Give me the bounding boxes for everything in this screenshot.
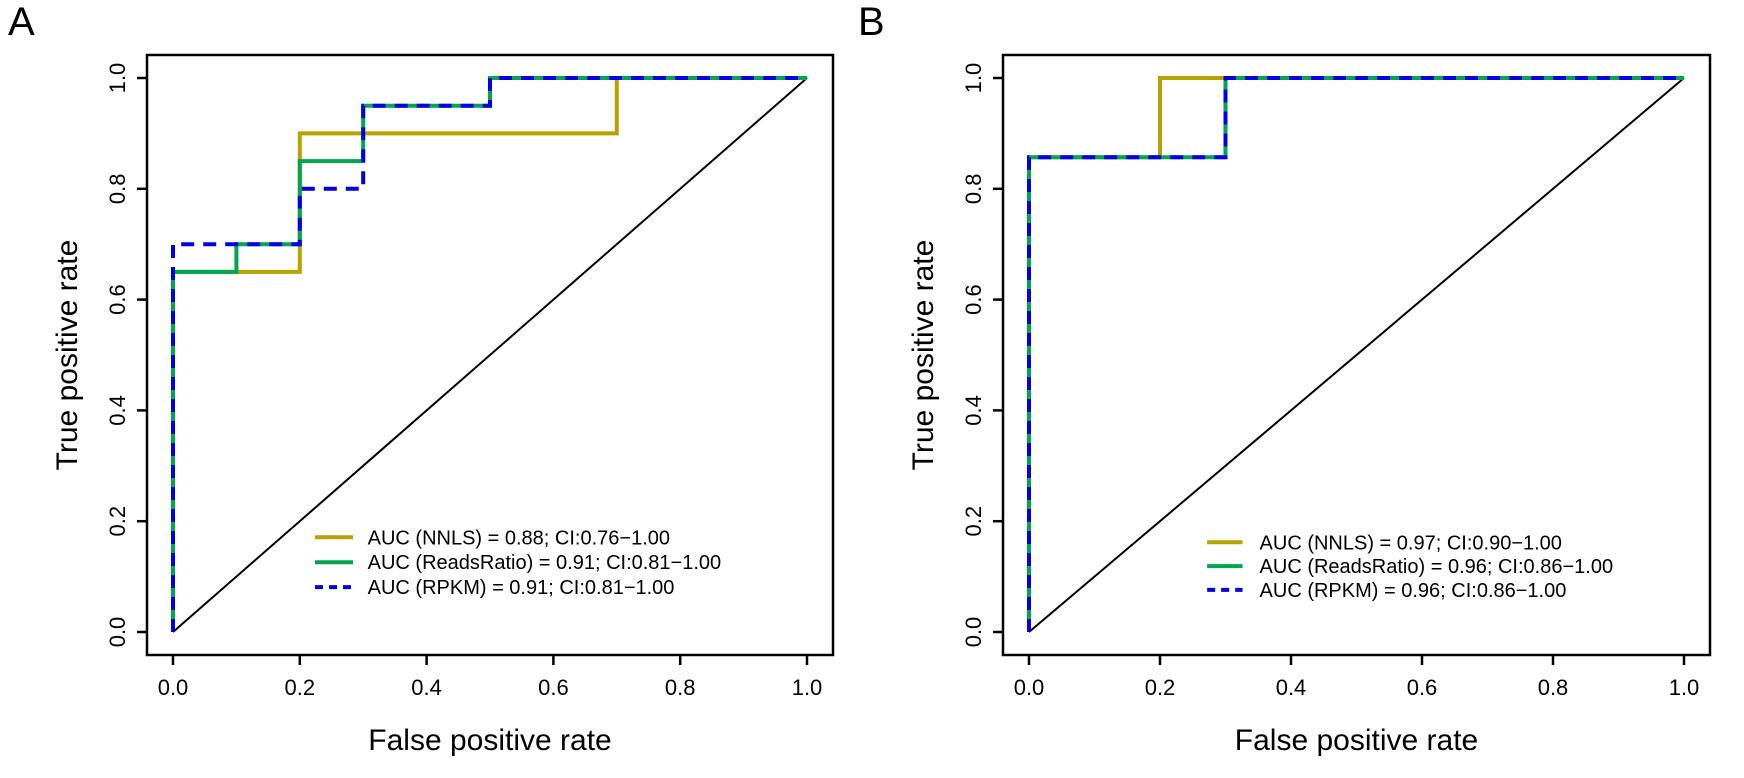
x-axis-tick-label: 0.6: [538, 675, 569, 700]
y-axis-tick-label: 0.2: [961, 506, 986, 537]
roc-curve-rpkm: [1027, 76, 1684, 632]
x-axis-tick-label: 0.0: [1014, 675, 1045, 700]
legend-label-nnls: AUC (NNLS) = 0.97; CI:0.90−1.00: [1260, 532, 1562, 554]
x-axis-tick-label: 0.8: [1538, 675, 1569, 700]
x-axis-tick-label: 0.8: [665, 675, 696, 700]
plot-box: [1001, 53, 1712, 657]
y-axis-tick-label: 0.8: [105, 174, 130, 205]
y-axis-tick-label: 0.2: [105, 506, 130, 537]
x-axis-tick-label: 1.0: [1669, 675, 1700, 700]
legend-label-rpkm: AUC (RPKM) = 0.96; CI:0.86−1.00: [1260, 580, 1567, 602]
y-axis-tick-label: 0.6: [961, 284, 986, 315]
legend-label-nnls: AUC (NNLS) = 0.88; CI:0.76−1.00: [368, 527, 670, 549]
roc-chart-panel-b: 0.0 0.2 0.4 0.6 0.8 1.0 0.0 0.2 0.4 0.6 0.8 1.0 Fals…: [907, 53, 1712, 757]
y-axis-tick-label: 1.0: [105, 63, 130, 94]
chance-diagonal-line: [1028, 77, 1685, 633]
x-axis-tick-label: 1.0: [792, 675, 823, 700]
x-axis-tick-label: 0.2: [1145, 675, 1176, 700]
y-axis-tick-label: 0.0: [105, 617, 130, 648]
x-axis-tick-label: 0.2: [285, 675, 316, 700]
panel-label-b: B: [858, 0, 885, 44]
x-axis-tick-label: 0.6: [1407, 675, 1438, 700]
plot-box: [145, 53, 835, 657]
y-axis-tick-label: 0.0: [961, 617, 986, 648]
chance-diagonal-line: [172, 77, 808, 633]
legend-label-readsratio: AUC (ReadsRatio) = 0.96; CI:0.86−1.00: [1260, 556, 1614, 578]
roc-curve-readsratio: [171, 76, 807, 632]
y-axis-tick-label: 0.4: [105, 395, 130, 426]
x-axis-tick-label: 0.4: [411, 675, 442, 700]
y-axis-title: True positive rate: [907, 240, 940, 471]
x-axis-tick-label: 0.4: [1276, 675, 1307, 700]
x-axis-title: False positive rate: [368, 724, 611, 757]
x-axis-tick-label: 0.0: [158, 675, 189, 700]
roc-curve-rpkm: [171, 76, 807, 632]
roc-chart-panel-a: 0.0 0.2 0.4 0.6 0.8 1.0 0.0 0.2 0.4 0.6 0.8 1.0 Fals…: [51, 53, 835, 757]
y-axis-tick-label: 0.6: [105, 284, 130, 315]
x-axis-title: False positive rate: [1235, 724, 1478, 757]
legend-label-rpkm: AUC (RPKM) = 0.91; CI:0.81−1.00: [368, 577, 675, 599]
y-axis-tick-label: 0.4: [961, 395, 986, 426]
panel-label-a: A: [8, 0, 35, 44]
y-axis-title: True positive rate: [51, 240, 84, 471]
y-axis-tick-label: 1.0: [961, 63, 986, 94]
y-axis-tick-label: 0.8: [961, 174, 986, 205]
legend-label-readsratio: AUC (ReadsRatio) = 0.91; CI:0.81−1.00: [368, 552, 722, 574]
